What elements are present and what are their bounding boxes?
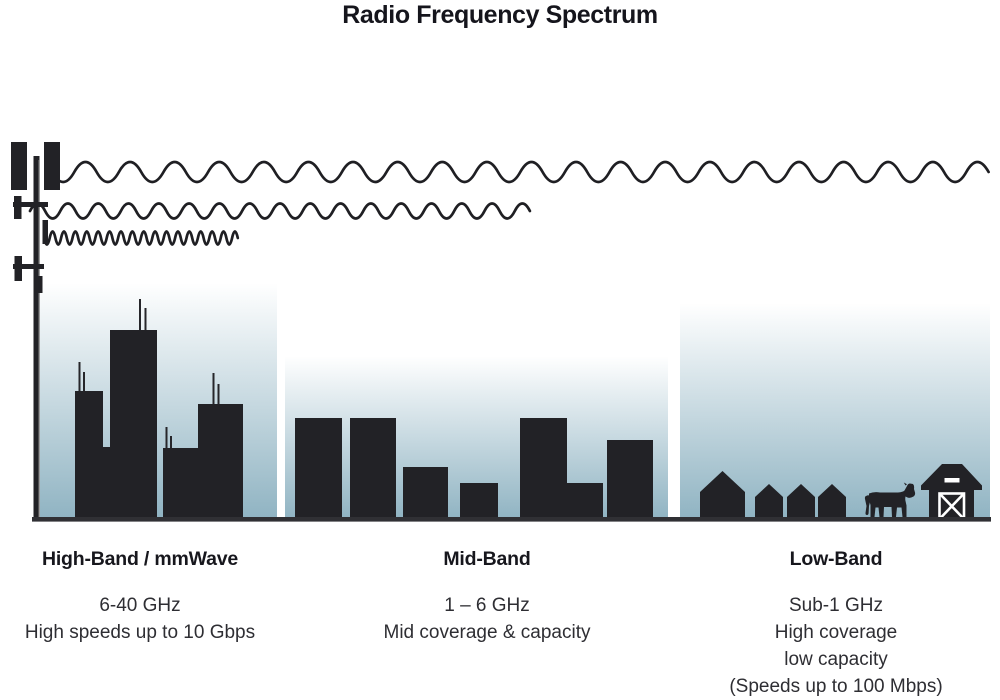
- band-frequency: 1 – 6 GHz: [444, 595, 530, 616]
- town-buildings-icon: [295, 418, 653, 519]
- skyscraper: [75, 391, 103, 519]
- city-skyline-icon: [75, 299, 243, 519]
- building: [403, 467, 448, 519]
- building: [520, 418, 567, 519]
- barn-door-crossbuck: [939, 493, 964, 519]
- cell-tower-icon: [11, 142, 60, 520]
- band-description: High speeds up to 10 Gbps: [24, 622, 256, 643]
- house-icon: [700, 471, 745, 519]
- building: [567, 483, 603, 519]
- low-band-label: Low-Band Sub-1 GHz High coverage low cap…: [686, 548, 986, 700]
- rural-farm-icon: [700, 464, 982, 520]
- house-icon: [818, 484, 846, 519]
- building: [607, 440, 653, 519]
- radio-waves: [28, 160, 990, 246]
- band-heading: Mid-Band: [443, 548, 531, 570]
- band-description: High coverage: [774, 622, 898, 643]
- band-description: (Speeds up to 100 Mbps): [729, 676, 943, 697]
- band-heading: Low-Band: [789, 548, 883, 570]
- mid-band-label: Mid-Band 1 – 6 GHz Mid coverage & capaci…: [337, 548, 637, 646]
- band-frequency: Sub-1 GHz: [789, 595, 883, 616]
- band-description: Mid coverage & capacity: [383, 622, 591, 643]
- house-icon: [755, 484, 783, 519]
- building: [295, 418, 342, 519]
- skyscraper: [198, 404, 243, 519]
- ground-line: [32, 517, 991, 522]
- cow-icon: [864, 482, 916, 517]
- house-icon: [787, 484, 815, 519]
- page-title: Radio Frequency Spectrum: [342, 1, 658, 29]
- band-heading: High-Band / mmWave: [41, 548, 239, 570]
- barn-vent: [944, 478, 960, 483]
- low-band-wave-icon: [50, 160, 990, 184]
- high-band-label: High-Band / mmWave 6-40 GHz High speeds …: [0, 548, 290, 646]
- building: [350, 418, 396, 519]
- band-description: low capacity: [784, 649, 888, 670]
- skyscraper: [110, 330, 157, 519]
- band-frequency: 6-40 GHz: [99, 595, 181, 616]
- barn-icon: [921, 464, 982, 520]
- skyscraper: [163, 448, 198, 519]
- skyscraper: [103, 447, 110, 519]
- building: [460, 483, 498, 519]
- high-band-wave-icon: [42, 230, 240, 246]
- mid-band-wave-icon: [28, 202, 532, 220]
